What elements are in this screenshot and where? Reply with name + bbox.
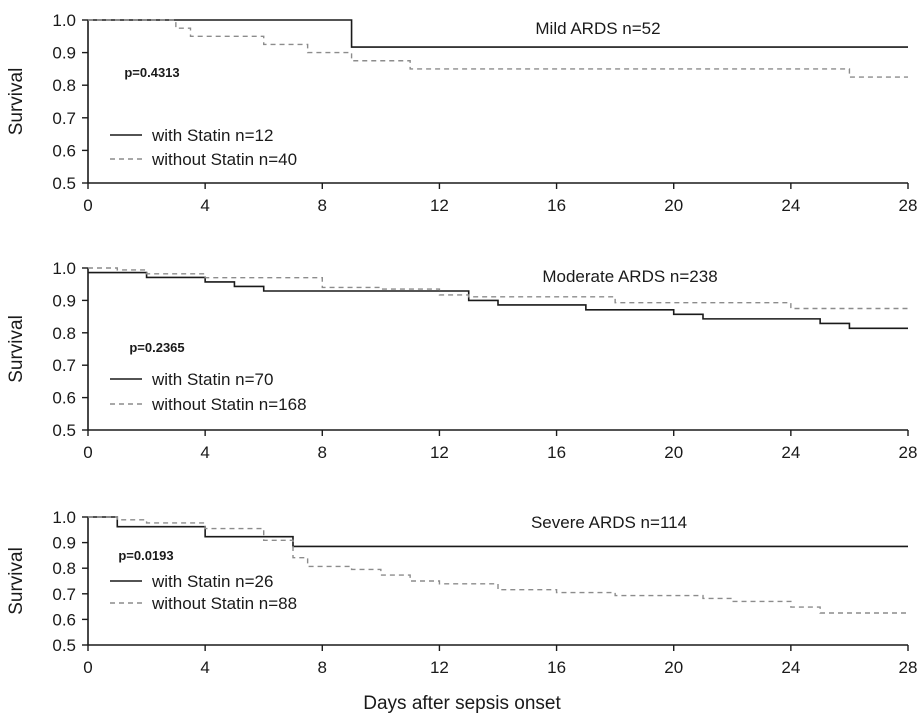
panel-title: Mild ARDS n=52 xyxy=(535,19,660,38)
km-curve-with-statin xyxy=(88,271,908,330)
y-tick-label: 1.0 xyxy=(52,508,76,527)
legend-label: without Statin n=168 xyxy=(151,395,307,414)
y-tick-label: 0.9 xyxy=(52,291,76,310)
km-curve-without-statin xyxy=(88,267,908,310)
y-tick-label: 0.6 xyxy=(52,610,76,629)
y-tick-label: 0.6 xyxy=(52,141,76,160)
legend-label: with Statin n=70 xyxy=(151,370,273,389)
y-axis-title: Survival xyxy=(6,315,27,383)
x-tick-label: 28 xyxy=(899,443,918,462)
y-tick-label: 0.7 xyxy=(52,109,76,128)
x-tick-label: 12 xyxy=(430,658,449,677)
km-curve-without-statin xyxy=(88,516,908,614)
x-tick-label: 8 xyxy=(318,196,327,215)
y-tick-label: 0.5 xyxy=(52,174,76,193)
x-tick-label: 28 xyxy=(899,658,918,677)
x-tick-label: 4 xyxy=(200,658,209,677)
x-tick-label: 8 xyxy=(318,443,327,462)
x-tick-label: 20 xyxy=(664,196,683,215)
y-tick-label: 0.7 xyxy=(52,356,76,375)
y-tick-label: 0.9 xyxy=(52,534,76,553)
p-value-label: p=0.0193 xyxy=(118,548,173,563)
x-tick-label: 16 xyxy=(547,658,566,677)
x-axis-title: Days after sepsis onset xyxy=(363,693,561,714)
y-tick-label: 0.5 xyxy=(52,636,76,655)
km-curve-with-statin xyxy=(88,19,908,48)
x-tick-label: 16 xyxy=(547,443,566,462)
x-tick-label: 20 xyxy=(664,658,683,677)
x-tick-label: 24 xyxy=(781,658,800,677)
y-tick-label: 1.0 xyxy=(52,259,76,278)
x-tick-label: 4 xyxy=(200,196,209,215)
x-tick-label: 4 xyxy=(200,443,209,462)
panel-title: Moderate ARDS n=238 xyxy=(542,267,717,286)
km-curve-with-statin xyxy=(88,516,908,548)
x-tick-label: 20 xyxy=(664,443,683,462)
x-tick-label: 8 xyxy=(318,658,327,677)
x-tick-label: 0 xyxy=(83,658,92,677)
y-tick-label: 0.8 xyxy=(52,76,76,95)
y-tick-label: 1.0 xyxy=(52,11,76,30)
legend-label: with Statin n=26 xyxy=(151,572,273,591)
y-tick-label: 0.5 xyxy=(52,421,76,440)
x-tick-label: 0 xyxy=(83,443,92,462)
x-tick-label: 0 xyxy=(83,196,92,215)
x-tick-label: 12 xyxy=(430,196,449,215)
y-tick-label: 0.7 xyxy=(52,585,76,604)
p-value-label: p=0.4313 xyxy=(124,65,179,80)
p-value-label: p=0.2365 xyxy=(129,340,184,355)
x-tick-label: 24 xyxy=(781,443,800,462)
legend-label: without Statin n=40 xyxy=(151,150,297,169)
y-tick-label: 0.8 xyxy=(52,559,76,578)
x-tick-label: 24 xyxy=(781,196,800,215)
y-tick-label: 0.8 xyxy=(52,324,76,343)
x-tick-label: 12 xyxy=(430,443,449,462)
y-tick-label: 0.9 xyxy=(52,44,76,63)
y-axis-title: Survival xyxy=(6,547,27,615)
y-tick-label: 0.6 xyxy=(52,389,76,408)
km-curve-without-statin xyxy=(88,19,908,78)
x-tick-label: 16 xyxy=(547,196,566,215)
y-axis-title: Survival xyxy=(6,68,27,136)
x-tick-label: 28 xyxy=(899,196,918,215)
legend-label: with Statin n=12 xyxy=(151,126,273,145)
panel-title: Severe ARDS n=114 xyxy=(531,513,687,532)
legend-label: without Statin n=88 xyxy=(151,594,297,613)
